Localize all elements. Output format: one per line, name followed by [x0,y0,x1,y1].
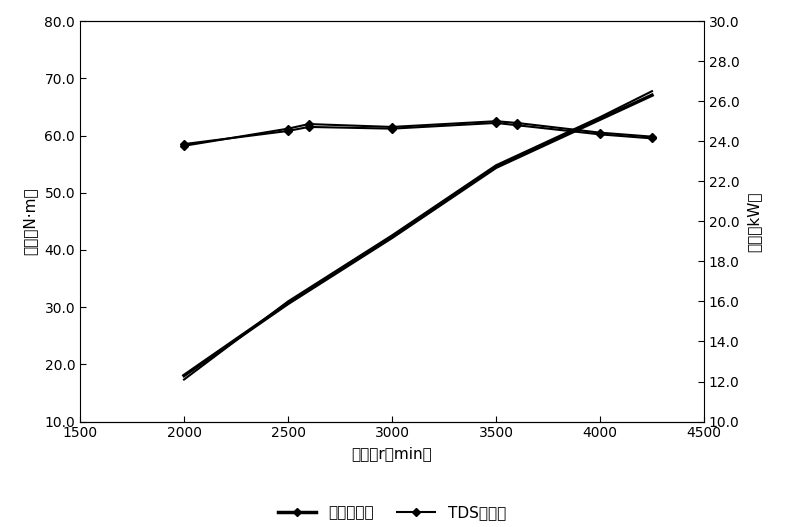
Legend: 参比润滑油, TDS润滑油: 参比润滑油, TDS润滑油 [272,499,512,526]
X-axis label: 转速（r／min）: 转速（r／min） [352,446,432,461]
Y-axis label: 功率（kW）: 功率（kW） [746,191,762,251]
Y-axis label: 扭矩（N·m）: 扭矩（N·m） [22,188,38,255]
